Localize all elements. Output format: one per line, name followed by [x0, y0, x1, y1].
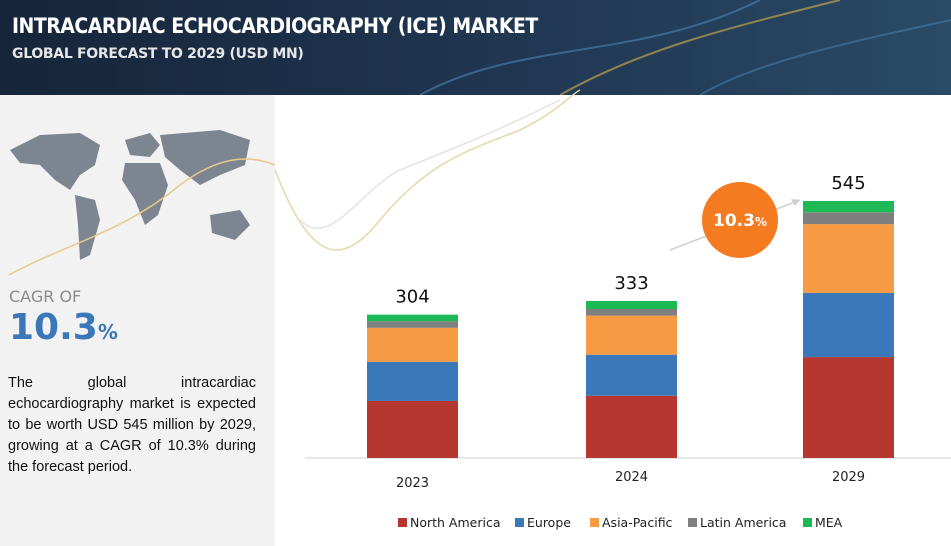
- bar-segment: [586, 315, 677, 355]
- bar-segment: [803, 292, 894, 358]
- subtitle: GLOBAL FORECAST TO 2029 (USD MN): [12, 46, 304, 62]
- legend-label: Latin America: [700, 515, 786, 530]
- legend-label: Europe: [527, 515, 571, 530]
- bar-segment: [367, 361, 458, 401]
- total-label: 304: [395, 287, 429, 308]
- cagr-bubble-unit: %: [755, 215, 767, 229]
- world-map: [0, 130, 276, 281]
- bar-segment: [586, 300, 677, 309]
- bar-segment: [367, 327, 458, 362]
- sidebar: CAGR OF 10.3% The global intracardiac ec…: [0, 95, 276, 546]
- cagr-bubble-label: 10.3%: [713, 211, 767, 231]
- cagr-value: 10.3%: [9, 307, 118, 348]
- cagr-unit: %: [97, 320, 118, 344]
- cagr-number: 10.3: [9, 307, 98, 348]
- cagr-bubble: [702, 182, 778, 258]
- x-tick-label: 2023: [396, 476, 429, 491]
- description: The global intracardiac echocardiography…: [8, 375, 256, 475]
- cagr-label: CAGR OF: [9, 287, 82, 306]
- bar-segment: [586, 354, 677, 396]
- bar-segment: [586, 395, 677, 458]
- bar-segment: [803, 357, 894, 458]
- total-label: 545: [831, 173, 865, 194]
- bar-segment: [803, 201, 894, 213]
- legend-swatch: [688, 518, 697, 527]
- header-decor: [419, 0, 951, 95]
- legend-label: MEA: [815, 515, 843, 530]
- header: INTRACARDIAC ECHOCARDIOGRAPHY (ICE) MARK…: [0, 0, 951, 95]
- legend-label: Asia-Pacific: [602, 515, 673, 530]
- bar-segment: [367, 321, 458, 328]
- bar-segment: [803, 224, 894, 293]
- legend-swatch: [803, 518, 812, 527]
- legend-label: North America: [410, 515, 501, 530]
- legend-swatch: [398, 518, 407, 527]
- bar-segment: [367, 400, 458, 458]
- x-tick-label: 2024: [615, 470, 648, 485]
- bar-segment: [803, 212, 894, 225]
- total-label: 333: [614, 273, 648, 294]
- bar-segment: [586, 308, 677, 316]
- cagr-bubble-number: 10.3: [713, 211, 755, 231]
- bar-segment: [367, 314, 458, 322]
- x-tick-label: 2029: [832, 470, 865, 485]
- legend-swatch: [515, 518, 524, 527]
- title: INTRACARDIAC ECHOCARDIOGRAPHY (ICE) MARK…: [12, 14, 538, 38]
- legend-swatch: [590, 518, 599, 527]
